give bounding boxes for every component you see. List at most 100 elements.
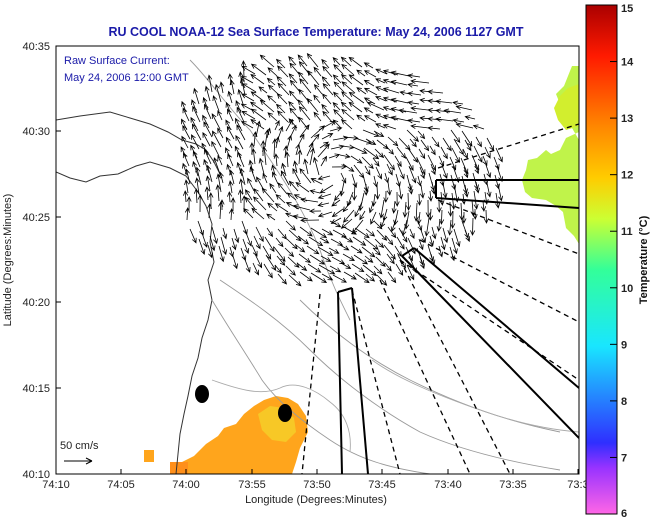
current-vector — [258, 157, 265, 175]
current-vector — [430, 163, 436, 176]
current-vector — [375, 78, 386, 84]
current-vector — [262, 245, 272, 260]
current-vector — [382, 96, 398, 103]
y-tick-label: 40:10 — [22, 469, 50, 481]
current-vector — [354, 201, 363, 218]
current-vector — [351, 263, 365, 273]
current-vector — [186, 196, 192, 212]
current-vector — [266, 77, 276, 86]
current-vector — [322, 110, 333, 123]
x-tick-label: 74:10 — [42, 479, 70, 491]
current-vector — [211, 140, 220, 157]
current-vector — [351, 173, 358, 189]
current-vector — [237, 189, 244, 204]
current-vector — [333, 64, 344, 75]
current-vector — [407, 73, 421, 79]
current-vector — [277, 125, 284, 140]
x-tick-label: 73:55 — [238, 479, 266, 491]
colorbar-tick-label: 7 — [621, 452, 627, 464]
current-vector — [299, 168, 312, 184]
current-vector — [200, 229, 208, 248]
current-vector — [203, 158, 210, 174]
current-vector — [364, 255, 374, 263]
current-vector — [461, 130, 473, 147]
current-vector — [203, 121, 213, 138]
current-vector — [217, 127, 224, 139]
current-vector — [313, 111, 322, 122]
current-vector — [218, 201, 224, 220]
current-vector — [485, 164, 492, 179]
current-vector — [363, 115, 377, 123]
current-vector — [363, 147, 380, 160]
current-vector — [243, 208, 254, 219]
current-vector — [219, 81, 225, 94]
current-vector — [255, 226, 264, 243]
current-vector — [211, 113, 221, 130]
current-vector — [267, 84, 279, 95]
current-vector — [352, 236, 367, 246]
current-vector — [281, 162, 287, 177]
current-vector — [217, 154, 223, 166]
current-vector — [237, 151, 245, 168]
current-vector — [431, 136, 440, 148]
current-vector — [214, 83, 222, 103]
current-vector — [322, 93, 332, 105]
current-vector — [385, 145, 395, 155]
current-vector — [475, 136, 482, 148]
current-vector — [299, 78, 312, 94]
current-vector — [340, 101, 352, 112]
current-vector — [460, 157, 469, 175]
current-vector — [277, 110, 289, 123]
current-vector — [373, 175, 379, 188]
current-vector — [299, 271, 313, 282]
current-vector — [250, 74, 265, 85]
current-vector — [390, 97, 409, 104]
current-vector — [342, 253, 355, 261]
y-tick-0: 40:10 — [22, 469, 61, 481]
current-vector — [272, 138, 278, 158]
current-vector — [382, 123, 397, 130]
current-vector — [371, 193, 377, 207]
current-vector — [379, 199, 385, 219]
current-vector — [288, 56, 297, 66]
current-vector — [230, 197, 236, 212]
x-tick-4: 73:50 — [303, 469, 331, 491]
current-vector — [356, 114, 366, 122]
current-vector — [285, 220, 296, 231]
current-vector — [202, 131, 211, 147]
current-vector — [420, 229, 427, 244]
current-vector — [203, 103, 212, 120]
current-vector — [298, 253, 311, 263]
coastline-bay — [56, 111, 223, 179]
current-vector — [382, 114, 399, 121]
current-vector — [218, 171, 224, 184]
current-vector — [419, 256, 425, 270]
current-vector — [266, 227, 274, 238]
y-tick-1: 40:15 — [22, 383, 61, 395]
current-vector — [372, 157, 380, 167]
current-vector — [217, 110, 223, 121]
current-vector — [374, 238, 385, 249]
current-vector — [273, 153, 279, 167]
bathymetry-contour-2 — [219, 279, 561, 471]
current-vector — [480, 200, 487, 212]
current-vector — [299, 226, 313, 237]
y-tick-label: 40:20 — [22, 297, 50, 309]
current-vector — [274, 120, 280, 131]
current-vector — [452, 118, 465, 124]
lane-8 — [301, 293, 321, 474]
current-vector — [409, 228, 415, 240]
current-vector — [332, 274, 347, 283]
current-vector — [203, 148, 212, 165]
current-vector — [182, 124, 191, 140]
current-vector — [228, 180, 234, 194]
current-vector — [299, 124, 310, 138]
current-vector — [254, 253, 262, 269]
current-vector — [470, 217, 476, 236]
current-vector — [359, 210, 366, 221]
current-vector — [376, 274, 388, 286]
x-tick-2: 74:00 — [172, 469, 200, 491]
current-vector — [370, 211, 377, 225]
current-vector — [320, 255, 332, 262]
current-vector — [341, 108, 355, 121]
